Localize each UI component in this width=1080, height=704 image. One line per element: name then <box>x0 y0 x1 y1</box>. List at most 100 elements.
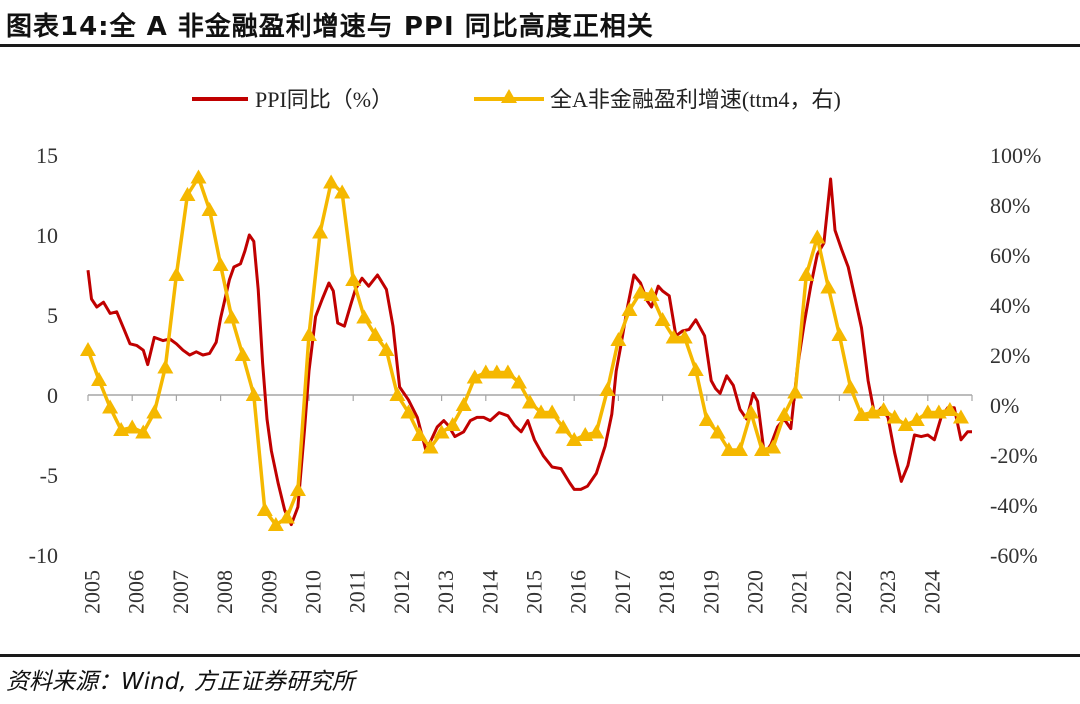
profit-marker <box>378 342 395 356</box>
profit-marker <box>698 412 715 426</box>
profit-marker <box>621 302 638 316</box>
profit-marker <box>289 482 306 496</box>
x-tick-label: 2020 <box>743 570 768 614</box>
y-left-tick-label: -10 <box>29 543 58 568</box>
profit-marker <box>135 424 152 439</box>
profit-marker <box>80 342 96 356</box>
profit-marker <box>720 442 737 456</box>
profit-marker <box>168 267 185 281</box>
profit-marker <box>256 502 273 516</box>
y-left-tick-label: 15 <box>36 143 58 168</box>
legend-label-profit: 全A非金融盈利增速(ttm4，右) <box>550 87 841 112</box>
y-right-tick-label: 60% <box>990 243 1030 268</box>
y-right-tick-label: -40% <box>990 493 1038 518</box>
profit-marker <box>555 419 572 434</box>
series-layer <box>80 169 972 531</box>
profit-marker <box>499 364 516 379</box>
profit-marker <box>278 509 295 524</box>
profit-marker <box>776 407 793 421</box>
y-right-tick-label: 80% <box>990 193 1030 218</box>
profit-marker <box>455 397 472 411</box>
x-tick-label: 2015 <box>522 570 547 614</box>
profit-marker <box>201 202 218 216</box>
profit-marker <box>919 404 936 419</box>
x-tick-label: 2023 <box>875 570 900 614</box>
legend-label-ppi: PPI同比（%） <box>255 87 393 112</box>
x-tick-label: 2016 <box>566 570 591 614</box>
x-tick-label: 2005 <box>80 570 105 614</box>
series-line-profit <box>86 175 962 527</box>
x-tick-label: 2014 <box>477 570 502 614</box>
profit-marker <box>179 187 196 201</box>
x-tick-label: 2012 <box>389 570 414 614</box>
profit-marker <box>367 327 384 341</box>
x-tick-label: 2010 <box>301 570 326 614</box>
profit-marker <box>809 229 826 244</box>
x-tick-label: 2009 <box>256 570 281 614</box>
legend-marker-profit <box>501 89 517 103</box>
chart: PPI同比（%） 全A非金融盈利增速(ttm4，右) 15 10 5 0 -5 -10 10… <box>29 87 1042 614</box>
profit-marker <box>842 379 859 394</box>
profit-marker <box>687 362 704 376</box>
profit-marker <box>488 364 505 379</box>
x-tick-label: 2018 <box>654 570 679 614</box>
x-tick-label: 2011 <box>345 570 370 613</box>
profit-marker <box>400 404 417 419</box>
profit-marker <box>433 424 450 439</box>
profit-marker <box>643 287 660 301</box>
profit-marker <box>190 169 207 184</box>
profit-marker <box>599 382 616 396</box>
profit-marker <box>632 284 649 299</box>
profit-marker <box>676 329 693 344</box>
profit-marker <box>124 419 141 434</box>
y-right-tick-label: -60% <box>990 543 1038 568</box>
profit-marker <box>345 272 362 286</box>
y-right-tick-label: 100% <box>990 143 1041 168</box>
profit-marker <box>212 257 229 271</box>
axes: 15 10 5 0 -5 -10 100% 80% 60% 40% 20% 0% -20% -40% -60… <box>29 143 1042 614</box>
profit-marker <box>566 432 583 446</box>
x-tick-label: 2024 <box>919 570 944 614</box>
profit-marker <box>477 364 494 379</box>
profit-marker <box>654 312 671 326</box>
profit-marker <box>312 224 329 239</box>
x-tick-label: 2007 <box>168 570 193 614</box>
profit-marker <box>223 309 240 324</box>
profit-marker <box>709 424 726 439</box>
profit-marker <box>533 404 550 419</box>
legend: PPI同比（%） 全A非金融盈利增速(ttm4，右) <box>192 87 841 112</box>
y-left-tick-label: 5 <box>47 303 58 328</box>
profit-marker <box>522 394 538 409</box>
y-right-tick-label: 40% <box>990 293 1030 318</box>
profit-marker <box>743 404 759 419</box>
profit-marker <box>234 347 251 361</box>
profit-marker <box>356 309 373 324</box>
profit-marker <box>588 424 605 439</box>
profit-marker <box>886 409 903 424</box>
profit-marker <box>334 184 351 199</box>
x-tick-label: 2017 <box>610 570 635 614</box>
profit-marker <box>908 412 925 426</box>
profit-marker <box>787 384 804 399</box>
x-tick-label: 2022 <box>831 570 856 614</box>
profit-marker <box>91 372 108 386</box>
profit-marker <box>610 332 627 346</box>
profit-marker <box>411 427 428 441</box>
series-line-ppi <box>86 177 972 527</box>
profit-marker <box>444 417 461 431</box>
x-tick-label: 2008 <box>212 570 237 614</box>
profit-marker <box>466 369 483 384</box>
y-left-tick-label: 0 <box>47 383 58 408</box>
profit-marker <box>875 402 892 416</box>
profit-marker <box>831 327 848 341</box>
y-left-tick-label: -5 <box>40 463 58 488</box>
chart-title: 图表14:全 A 非金融盈利增速与 PPI 同比高度正相关 <box>6 12 654 42</box>
footer-divider <box>0 654 1080 657</box>
title-divider <box>0 44 1080 47</box>
profit-marker <box>102 399 119 414</box>
x-tick-label: 2021 <box>787 570 812 614</box>
profit-marker <box>323 174 340 189</box>
profit-marker <box>798 267 815 281</box>
profit-marker <box>422 439 439 454</box>
profit-marker <box>157 359 174 374</box>
